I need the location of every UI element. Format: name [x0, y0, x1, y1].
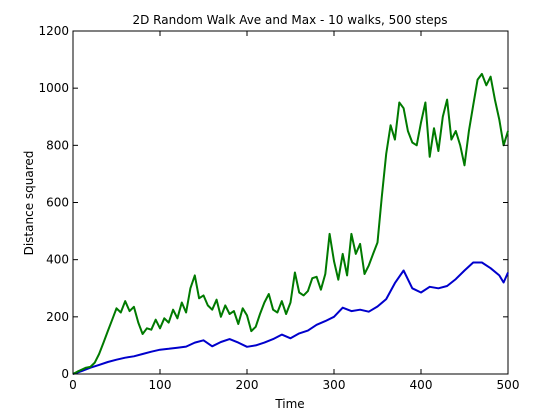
y-tick-label: 200: [46, 310, 69, 324]
chart-title: 2D Random Walk Ave and Max - 10 walks, 5…: [132, 13, 447, 27]
series-line-2: [72, 72, 509, 375]
y-axis-label: Distance squared: [22, 151, 36, 256]
tick-layer: 0 100 200 300 400 500 0 200 400 600 800 1000 1200: [38, 24, 519, 392]
x-tick-label: 300: [323, 378, 346, 392]
y-tick-label: 800: [46, 138, 69, 152]
x-axis-label: Time: [274, 397, 304, 411]
x-tick-label: 100: [149, 378, 172, 392]
plot-area: 0 100 200 300 400 500 0 200 400 600 800 1000 1200: [38, 24, 519, 392]
x-tick-label: 0: [69, 378, 77, 392]
series-line-1: [72, 261, 509, 375]
y-tick-label: 400: [46, 253, 69, 267]
y-tick-label: 600: [46, 196, 69, 210]
x-tick-label: 400: [410, 378, 433, 392]
y-tick-label: 1000: [38, 81, 69, 95]
x-tick-label: 500: [497, 378, 520, 392]
axes-box: [72, 30, 509, 375]
series-layer: [72, 72, 509, 375]
y-tick-label: 1200: [38, 24, 69, 38]
y-tick-label: 0: [61, 367, 69, 381]
x-tick-label: 200: [236, 378, 259, 392]
